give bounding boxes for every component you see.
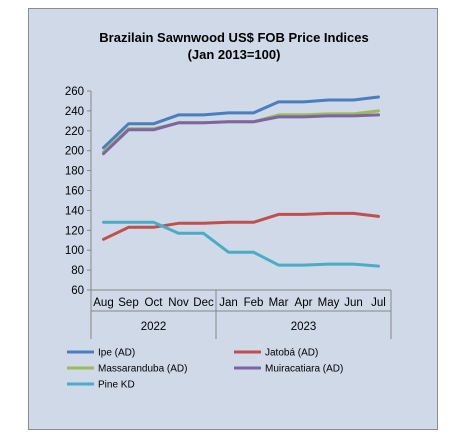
chart-frame: Brazilain Sawnwood US$ FOB Price Indices… bbox=[28, 8, 438, 430]
y-tick-label: 220 bbox=[65, 126, 84, 138]
series-line bbox=[102, 211, 380, 241]
y-tick-label: 140 bbox=[65, 205, 84, 217]
legend-entry-label: Ipe (AD) bbox=[98, 348, 135, 359]
series-line bbox=[102, 95, 380, 150]
x-tick-label: Oct bbox=[145, 297, 164, 309]
y-tick-label: 120 bbox=[65, 225, 84, 237]
year-group-label: 2022 bbox=[141, 321, 167, 333]
y-tick-label: 260 bbox=[65, 86, 84, 98]
y-tick-label: 80 bbox=[71, 265, 84, 277]
x-tick-label: Mar bbox=[269, 297, 289, 309]
y-tick-label: 240 bbox=[65, 106, 84, 118]
year-group-label: 2023 bbox=[291, 321, 317, 333]
y-tick-label: 180 bbox=[65, 166, 84, 178]
y-tick-label: 200 bbox=[65, 146, 84, 158]
x-tick-label: Feb bbox=[244, 297, 264, 309]
y-tick-label: 60 bbox=[71, 285, 84, 297]
x-tick-label: Dec bbox=[193, 297, 214, 309]
x-tick-label: Sep bbox=[118, 297, 138, 309]
chart-legend: Ipe (AD) Jatobá (AD) Massaranduba (AD) Muir… bbox=[67, 348, 343, 391]
series-line bbox=[102, 113, 380, 156]
x-tick-label: Jul bbox=[371, 297, 386, 309]
x-tick-label: Jan bbox=[219, 297, 238, 309]
line-chart: Brazilain Sawnwood US$ FOB Price Indices… bbox=[65, 30, 392, 391]
series-line bbox=[102, 220, 380, 268]
x-tick-label: May bbox=[318, 297, 340, 309]
legend-entry-label: Muiracatiara (AD) bbox=[265, 364, 343, 375]
legend-entry-label: Jatobá (AD) bbox=[265, 348, 318, 359]
legend-entry-label: Pine KD bbox=[98, 380, 135, 391]
chart-title-line-2: (Jan 2013=100) bbox=[188, 47, 281, 62]
plot-area bbox=[102, 95, 380, 268]
legend-entry-label: Massaranduba (AD) bbox=[98, 364, 187, 375]
x-tick-label: Aug bbox=[93, 297, 113, 309]
x-tick-label: Jun bbox=[344, 297, 363, 309]
chart-title-line-1: Brazilain Sawnwood US$ FOB Price Indices bbox=[99, 30, 368, 45]
x-tick-label: Apr bbox=[295, 297, 313, 309]
chart-axes: 60 80 100 120 140 160 180 200 220 240 260 Aug Sep Oct… bbox=[65, 86, 392, 339]
y-tick-label: 160 bbox=[65, 186, 84, 198]
y-tick-label: 100 bbox=[65, 245, 84, 257]
x-tick-label: Nov bbox=[168, 297, 189, 309]
